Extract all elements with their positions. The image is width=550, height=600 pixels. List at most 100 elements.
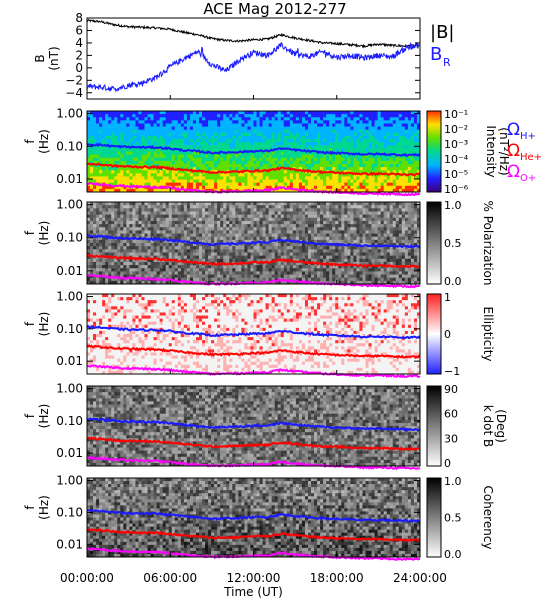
spectrogram-cell xyxy=(111,129,115,134)
spectrogram-cell xyxy=(144,167,148,171)
spectrogram-cell xyxy=(183,142,188,146)
spectrogram-cell xyxy=(217,163,221,168)
spectrogram-cell xyxy=(217,145,221,149)
spectrogram-cell xyxy=(126,220,130,225)
spectrogram-cell xyxy=(323,135,327,140)
spectrogram-cell xyxy=(226,185,230,190)
spectrogram-cell xyxy=(283,230,288,234)
spectrogram-cell xyxy=(195,268,200,272)
spectrogram-cell xyxy=(413,157,418,162)
spectrogram-cell xyxy=(217,227,221,231)
spectrogram-cell xyxy=(247,123,251,127)
spectrogram-cell xyxy=(326,230,330,234)
spectrogram-cell xyxy=(259,182,263,187)
spectrogram-cell xyxy=(111,148,115,152)
spectrogram-cell xyxy=(129,249,133,253)
spectrogram-cell xyxy=(117,261,121,266)
spectrogram-cell xyxy=(192,154,197,159)
spectrogram-cell xyxy=(205,271,209,275)
spectrogram-cell xyxy=(398,148,403,152)
spectrogram-cell xyxy=(350,120,354,124)
spectrogram-cell xyxy=(114,249,118,253)
spectrogram-cell xyxy=(244,151,248,156)
spectrogram-cell xyxy=(289,139,294,143)
spectrogram-cell xyxy=(347,160,351,165)
spectrogram-cell xyxy=(87,211,91,216)
spectrogram-cell xyxy=(268,208,273,212)
spectrogram-cell xyxy=(141,202,145,206)
spectrogram-cell xyxy=(135,252,139,257)
spectrogram-cell xyxy=(147,280,151,285)
spectrogram-cell xyxy=(371,185,375,190)
spectrogram-cell xyxy=(180,252,185,257)
spectrogram-cell xyxy=(162,176,167,180)
spectrogram-cell xyxy=(111,246,115,250)
spectrogram-cell xyxy=(335,167,339,171)
spectrogram-cell xyxy=(280,114,285,118)
spectrogram-cell xyxy=(141,179,145,184)
spectrogram-cell xyxy=(259,160,263,165)
spectrogram-cell xyxy=(199,111,203,115)
spectrogram-cell xyxy=(392,129,397,134)
spectrogram-cell xyxy=(108,139,112,143)
spectrogram-cell xyxy=(162,233,167,238)
spectrogram-cell xyxy=(265,157,270,162)
spectrogram-cell xyxy=(235,111,239,115)
spectrogram-cell xyxy=(307,258,312,263)
spectrogram-cell xyxy=(156,274,161,279)
spectrogram-cell xyxy=(220,157,224,162)
spectrogram-cell xyxy=(120,274,124,279)
spectrogram-cell xyxy=(202,227,206,231)
spectrogram-cell xyxy=(138,148,142,152)
spectrogram-cell xyxy=(165,217,170,222)
spectrogram-cell xyxy=(262,170,267,174)
spectrogram-cell xyxy=(214,246,218,250)
spectrogram-cell xyxy=(241,265,245,269)
spectrogram-cell xyxy=(195,230,200,234)
spectrogram-cell xyxy=(144,227,148,231)
spectrogram-cell xyxy=(380,176,385,180)
spectrogram-cell xyxy=(374,160,379,165)
spectrogram-cell xyxy=(413,126,418,131)
spectrogram-cell xyxy=(135,205,139,209)
spectrogram-cell xyxy=(238,179,242,184)
spectrogram-cell xyxy=(289,182,294,187)
spectrogram-cell xyxy=(274,132,279,137)
spectrogram-cell xyxy=(350,163,354,168)
spectrogram-cell xyxy=(135,217,139,222)
spectrogram-cell xyxy=(277,173,282,177)
spectrogram-cell xyxy=(135,271,139,275)
spectrogram-cell xyxy=(90,185,94,190)
spectrogram-cell xyxy=(229,157,233,162)
spectrogram-cell xyxy=(317,114,321,118)
spectrogram-cell xyxy=(217,185,221,190)
spectrogram-cell xyxy=(295,202,300,206)
spectrogram-cell xyxy=(410,154,415,159)
spectrogram-cell xyxy=(250,274,254,279)
spectrogram-cell xyxy=(226,205,230,209)
spectrogram-cell xyxy=(114,126,118,131)
spectrogram-cell xyxy=(202,249,206,253)
spectrogram-cell xyxy=(311,258,315,263)
spectrogram-cell xyxy=(141,220,145,225)
spectrogram-cell xyxy=(220,268,224,272)
spectrogram-cell xyxy=(289,114,294,118)
spectrogram-cell xyxy=(153,188,158,193)
spectrogram-cell xyxy=(289,255,294,260)
spectrogram-cell xyxy=(232,265,236,269)
spectrogram-cell xyxy=(132,123,136,127)
spectrogram-cell xyxy=(307,111,312,115)
spectrogram-cell xyxy=(129,230,133,234)
spectrogram-cell xyxy=(280,135,285,140)
spectrogram-cell xyxy=(398,145,403,149)
spectrogram-cell xyxy=(238,243,242,247)
spectrogram-cell xyxy=(241,126,245,131)
spectrogram-cell xyxy=(365,148,369,152)
spectrogram-cell xyxy=(301,179,306,184)
spectrogram-cell xyxy=(214,148,218,152)
spectrogram-cell xyxy=(153,252,158,257)
spectrogram-cell xyxy=(120,123,124,127)
spectrogram-cell xyxy=(177,252,182,257)
spectrogram-cell xyxy=(280,129,285,134)
spectrogram-cell xyxy=(111,220,115,225)
